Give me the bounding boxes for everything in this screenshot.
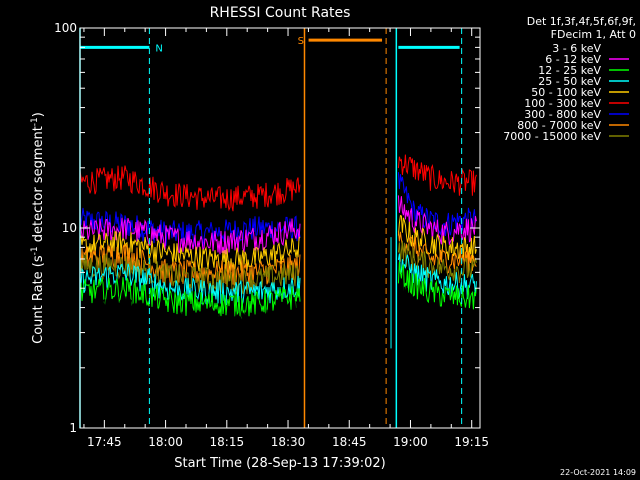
x-tick-label: 18:15 xyxy=(210,435,245,449)
saa-label: S xyxy=(298,36,304,47)
series-line xyxy=(79,243,301,287)
y-axis-label-part2: detector segment xyxy=(31,126,46,246)
legend-label: 100 - 300 keV xyxy=(524,97,601,110)
series-line xyxy=(397,261,477,310)
series-line xyxy=(397,195,477,245)
legend-label: 12 - 25 keV xyxy=(538,64,601,77)
series-line xyxy=(79,165,301,212)
series-line xyxy=(397,231,477,274)
series-line xyxy=(79,295,301,337)
y-tick-label: 10 xyxy=(62,221,77,235)
legend-label: 3 - 6 keV xyxy=(552,42,601,55)
y-axis-label-part3: ) xyxy=(31,112,46,117)
timestamp-label: 22-Oct-2021 14:09 xyxy=(560,468,636,477)
y-axis-label-part1: Count Rate (s xyxy=(31,255,46,344)
legend-label: 6 - 12 keV xyxy=(545,53,601,66)
series-line xyxy=(79,231,301,274)
series-line xyxy=(79,207,301,247)
legend-header-line1: Det 1f,3f,4f,5f,6f,9f, xyxy=(527,15,636,28)
x-tick-label: 17:45 xyxy=(87,435,122,449)
legend-label: 7000 - 15000 keV xyxy=(503,130,601,143)
y-axis-label-sup1: -1 xyxy=(30,246,40,255)
y-tick-label: 100 xyxy=(54,21,77,35)
y-axis-label: Count Rate (s-1 detector segment-1) xyxy=(30,112,46,344)
data-series-layer xyxy=(79,154,477,338)
x-tick-label: 19:15 xyxy=(454,435,489,449)
y-axis: 1 10 100 xyxy=(54,21,480,435)
legend-label: 300 - 800 keV xyxy=(524,108,601,121)
x-axis-label: Start Time (28-Sep-13 17:39:02) xyxy=(174,456,385,471)
x-tick-label: 18:00 xyxy=(148,435,183,449)
series-line xyxy=(397,253,477,300)
series-line xyxy=(79,277,301,319)
chart-title: RHESSI Count Rates xyxy=(210,5,351,21)
legend-label: 800 - 7000 keV xyxy=(517,119,601,132)
x-tick-label: 18:45 xyxy=(332,435,367,449)
night-label: N xyxy=(155,43,162,54)
legend: Det 1f,3f,4f,5f,6f,9f,FDecim 1, Att 03 -… xyxy=(503,15,636,143)
series-line xyxy=(397,240,477,283)
legend-label: 25 - 50 keV xyxy=(538,75,601,88)
legend-label: 50 - 100 keV xyxy=(531,86,601,99)
y-axis-label-sup2: -1 xyxy=(30,117,40,126)
y-tick-label: 1 xyxy=(69,421,77,435)
series-line xyxy=(397,172,477,236)
series-line xyxy=(397,154,477,196)
legend-header-line2: FDecim 1, Att 0 xyxy=(551,28,636,41)
x-tick-label: 19:00 xyxy=(393,435,428,449)
x-tick-label: 18:30 xyxy=(271,435,306,449)
series-line xyxy=(397,283,477,338)
x-axis: 17:45 18:00 18:15 18:30 18:45 19:00 19:15 xyxy=(83,28,489,449)
